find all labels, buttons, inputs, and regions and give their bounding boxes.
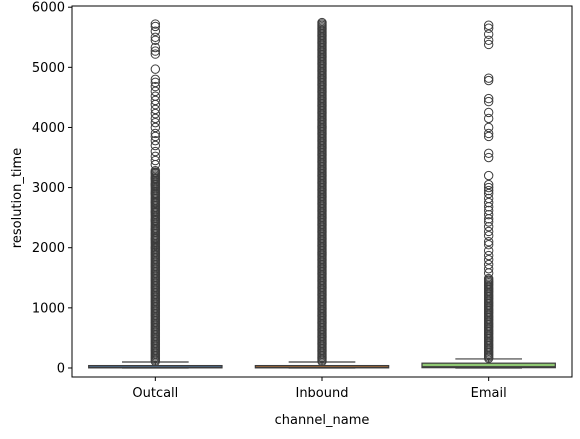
box-group-email (421, 20, 556, 369)
outlier-point (483, 197, 494, 208)
outlier-point (150, 128, 161, 139)
outlier-point (483, 209, 494, 220)
outlier-point (483, 188, 494, 199)
outlier-point (150, 117, 161, 128)
outlier-point (150, 21, 161, 32)
y-tick-label: 0 (57, 361, 65, 376)
outlier-point (150, 197, 161, 208)
outlier-point (483, 226, 494, 237)
box-group-outcall (88, 19, 223, 369)
outlier-point (150, 77, 161, 88)
outlier-point (150, 74, 161, 85)
outlier-point (150, 179, 161, 190)
outlier-point (483, 113, 494, 124)
outlier-point (150, 86, 161, 97)
outlier-point (150, 91, 161, 101)
outlier-point (150, 104, 161, 115)
outlier-point (483, 35, 494, 45)
y-tick-label: 5000 (32, 61, 65, 76)
outlier-point (150, 173, 161, 184)
outlier-point (483, 240, 494, 250)
outlier-point (483, 131, 494, 142)
outlier-point (483, 23, 494, 33)
outlier-point (150, 140, 161, 151)
outlier-point (483, 259, 494, 270)
outlier-point (483, 237, 494, 247)
outlier-point (150, 113, 161, 124)
outlier-point (150, 49, 161, 59)
outlier-point (317, 17, 327, 28)
outlier-point (483, 122, 494, 133)
outlier-point (150, 135, 161, 146)
outlier-point (483, 148, 494, 159)
outlier-point (150, 206, 161, 217)
box-group-inbound (254, 17, 390, 369)
outlier-point (150, 64, 161, 74)
y-tick-label: 4000 (32, 121, 65, 136)
outlier-point (483, 107, 494, 118)
outlier-point (150, 122, 161, 133)
outlier-point (483, 182, 494, 193)
box-iqr (421, 362, 556, 369)
outlier-point (483, 39, 494, 50)
outlier-point (150, 131, 161, 142)
outlier-point (150, 167, 161, 178)
outlier-point (483, 29, 494, 39)
outlier-point (483, 246, 494, 256)
outlier-point (150, 95, 161, 106)
x-tick-label: Inbound (295, 386, 348, 401)
outlier-point (483, 152, 494, 163)
outlier-point (150, 146, 161, 157)
outlier-point (150, 81, 161, 92)
x-tick-label: Email (471, 386, 507, 401)
outlier-point (483, 230, 494, 241)
outlier-point (483, 179, 494, 190)
outlier-point (483, 221, 494, 232)
outlier-point (483, 185, 494, 196)
outlier-point (483, 217, 494, 227)
y-tick-label: 2000 (32, 241, 65, 256)
outlier-point (483, 193, 494, 204)
outlier-point (483, 75, 494, 86)
outlier-point (483, 205, 494, 216)
y-tick-label: 3000 (32, 181, 65, 196)
outlier-point (150, 42, 161, 53)
outlier-point (483, 73, 494, 83)
outlier-point (150, 155, 161, 166)
outlier-point (150, 151, 161, 162)
outlier-point (150, 26, 161, 36)
outlier-point (150, 19, 161, 29)
outlier-point (483, 20, 494, 30)
outlier-point (483, 250, 494, 261)
x-tick-label: Outcall (132, 386, 178, 401)
outlier-point (150, 46, 161, 56)
y-tick-label: 6000 (32, 1, 65, 16)
outlier-point (483, 128, 494, 139)
outlier-point (483, 264, 494, 274)
outlier-point (150, 108, 161, 119)
outlier-point (150, 32, 161, 42)
outlier-point (483, 96, 494, 107)
outlier-point (483, 255, 494, 265)
outlier-point (483, 273, 494, 284)
x-axis-label: channel_name (275, 413, 370, 428)
outlier-point (483, 170, 494, 181)
outlier-point (150, 224, 161, 235)
outlier-point (150, 234, 161, 244)
outlier-point (150, 35, 161, 45)
y-axis-label: resolution_time (10, 148, 25, 248)
outlier-point (483, 93, 494, 104)
outlier-point (150, 215, 161, 226)
y-tick-label: 1000 (32, 301, 65, 316)
outlier-point (150, 188, 161, 199)
